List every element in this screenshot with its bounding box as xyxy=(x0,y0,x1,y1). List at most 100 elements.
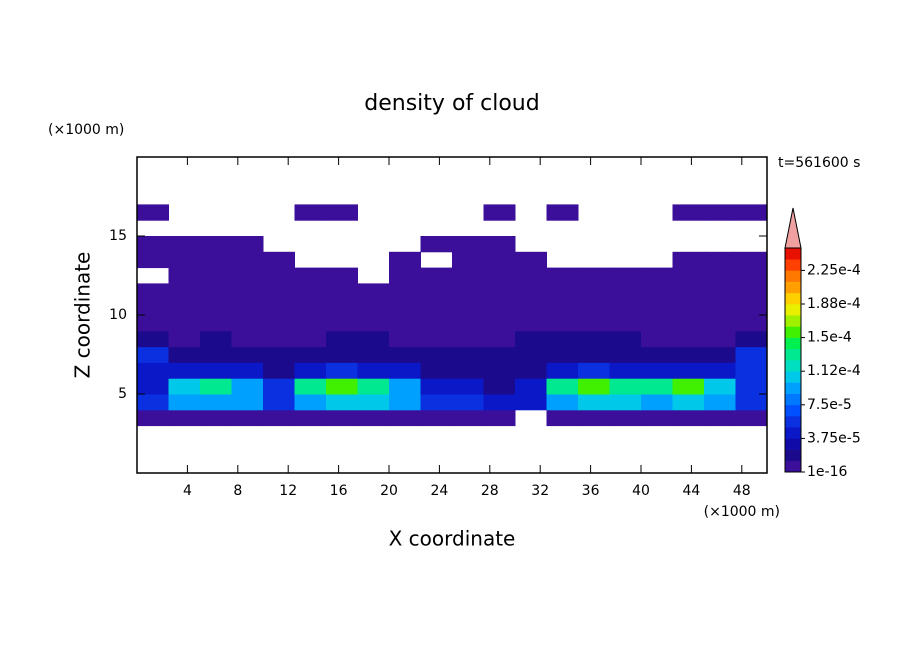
contour-cell xyxy=(452,251,484,269)
contour-cell xyxy=(483,409,516,427)
contour-cell xyxy=(578,378,610,395)
contour-cell xyxy=(263,283,295,300)
y-tick-label: 5 xyxy=(118,386,127,402)
contour-cell xyxy=(672,378,705,395)
x-tick-label: 16 xyxy=(330,483,348,499)
contour-cell xyxy=(263,251,295,269)
contour-cell xyxy=(641,394,673,411)
contour-cell xyxy=(294,378,327,395)
contour-cell xyxy=(326,378,358,395)
contour-cell xyxy=(200,378,232,395)
contour-cell xyxy=(137,299,169,316)
colorbar-band xyxy=(785,393,801,406)
colorbar-band xyxy=(785,460,801,473)
contour-cell xyxy=(546,315,579,332)
contour-cell xyxy=(546,346,579,363)
contour-cell xyxy=(452,346,484,363)
contour-cell xyxy=(326,315,358,332)
colorbar-label: 1.12e-4 xyxy=(807,363,861,379)
contour-cell xyxy=(200,236,232,253)
contour-cell xyxy=(704,346,736,363)
contour-cell xyxy=(515,394,547,411)
contour-cell xyxy=(672,251,705,269)
contour-cell xyxy=(137,362,169,379)
colorbar-band xyxy=(785,315,801,327)
contour-cell xyxy=(546,330,579,348)
contour-cell xyxy=(231,283,264,300)
x-tick-label: 12 xyxy=(279,483,297,499)
contour-cell xyxy=(704,267,736,284)
contour-cell xyxy=(735,299,768,316)
contour-cell xyxy=(326,394,358,411)
contour-cell xyxy=(515,330,547,348)
contour-cell xyxy=(389,283,421,300)
contour-cell xyxy=(420,362,453,379)
contour-cell xyxy=(735,204,768,221)
contour-cell xyxy=(578,394,610,411)
contour-cell xyxy=(420,283,453,300)
contour-cell xyxy=(263,378,295,395)
x-tick-label: 32 xyxy=(531,483,549,499)
colorbar-band xyxy=(785,427,801,439)
contour-cell xyxy=(641,267,673,284)
contour-cell xyxy=(357,378,390,395)
contour-cell xyxy=(200,315,232,332)
contour-cell xyxy=(389,378,421,395)
contour-cell xyxy=(672,299,705,316)
contour-cell xyxy=(294,299,327,316)
contour-cell xyxy=(515,283,547,300)
contour-cell xyxy=(546,409,579,427)
contour-cell xyxy=(357,283,390,300)
contour-cell xyxy=(420,236,453,253)
contour-cell xyxy=(704,299,736,316)
colorbar-label: 2.25e-4 xyxy=(807,262,861,278)
contour-cell xyxy=(483,204,516,221)
contour-cell xyxy=(137,236,169,253)
contour-cell xyxy=(389,362,421,379)
contour-cell xyxy=(672,330,705,348)
contour-cell xyxy=(168,362,201,379)
x-tick-label: 28 xyxy=(481,483,499,499)
contour-cell xyxy=(326,362,358,379)
contour-cell xyxy=(578,299,610,316)
contour-cell xyxy=(483,299,516,316)
contour-cell xyxy=(389,346,421,363)
contour-cell xyxy=(231,251,264,269)
x-tick-label: 44 xyxy=(682,483,700,499)
contour-cell xyxy=(452,378,484,395)
x-unit: (×1000 m) xyxy=(704,504,780,520)
contour-cell xyxy=(609,362,642,379)
contour-cell xyxy=(735,267,768,284)
x-tick-label: 48 xyxy=(733,483,751,499)
contour-cell xyxy=(326,204,358,221)
contour-cell xyxy=(641,346,673,363)
contour-cell xyxy=(609,409,642,427)
contour-cell xyxy=(231,378,264,395)
contour-cell xyxy=(578,315,610,332)
contour-cell xyxy=(263,346,295,363)
contour-cell xyxy=(137,204,169,221)
contour-cell xyxy=(735,378,768,395)
contour-cell xyxy=(672,362,705,379)
contour-cell xyxy=(483,315,516,332)
contour-cell xyxy=(546,362,579,379)
contour-cell xyxy=(200,283,232,300)
contour-cell xyxy=(420,315,453,332)
contour-cell xyxy=(231,330,264,348)
contour-cell xyxy=(389,315,421,332)
contour-cell xyxy=(168,394,201,411)
contour-cell xyxy=(704,251,736,269)
contour-cell xyxy=(357,330,390,348)
colorbar-band xyxy=(785,270,801,282)
x-tick-label: 4 xyxy=(183,483,192,499)
colorbar-band xyxy=(785,281,801,294)
contour-cell xyxy=(420,346,453,363)
contour-cell xyxy=(231,362,264,379)
contour-cell xyxy=(452,267,484,284)
contour-cell xyxy=(452,315,484,332)
y-tick-label: 15 xyxy=(109,228,127,244)
contour-cell xyxy=(200,299,232,316)
contour-cell xyxy=(672,204,705,221)
contour-cell xyxy=(578,283,610,300)
